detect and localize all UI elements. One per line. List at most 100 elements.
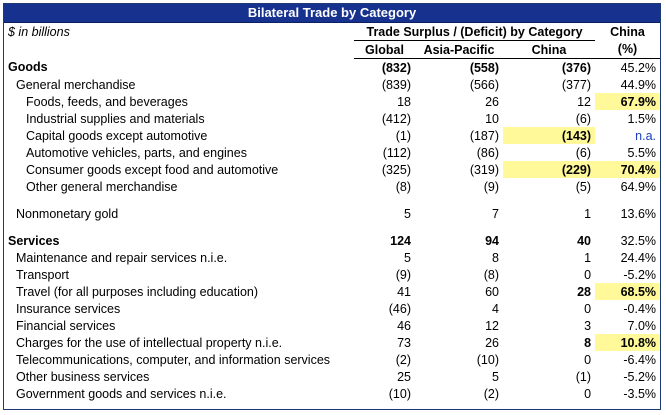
row-label: Other business services [16, 369, 150, 384]
china-share-header-top: China [610, 24, 645, 39]
global-value: 73 [397, 335, 411, 350]
row-label: Industrial supplies and materials [26, 111, 205, 126]
header-row-top: $ in billions Trade Surplus / (Deficit) … [4, 23, 660, 41]
asia-value: (10) [476, 352, 499, 367]
pct-value: 32.5% [620, 233, 657, 248]
pct-value: 1.5% [627, 111, 657, 126]
global-value: (1) [395, 128, 411, 143]
china-value: 1 [584, 206, 592, 221]
pct-value: 5.5% [627, 145, 657, 160]
row-label: General merchandise [16, 77, 136, 92]
china-value: (5) [575, 179, 592, 194]
asia-value: (187) [469, 128, 499, 143]
pct-value: 13.6% [620, 206, 657, 221]
pct-value: -6.4% [623, 352, 657, 367]
row-label: Foods, feeds, and beverages [26, 94, 188, 109]
header-row-columns: Global Asia-Pacific China (%) [4, 40, 661, 59]
row-other-business: Other business services 25 5 (1) -5.2% [4, 368, 660, 385]
pct-value-highlighted: 70.4% [595, 161, 661, 178]
row-travel: Travel (for all purposes including educa… [4, 283, 661, 300]
global-value: (412) [381, 111, 411, 126]
china-value: 0 [584, 386, 592, 401]
row-transport: Transport (9) (8) 0 -5.2% [4, 266, 660, 283]
pct-value: -5.2% [623, 267, 657, 282]
asia-value: 8 [492, 250, 499, 265]
global-value: (839) [381, 77, 411, 92]
china-value: 12 [577, 94, 592, 109]
global-value: 18 [397, 94, 411, 109]
global-value: (832) [381, 60, 411, 75]
row-label: Insurance services [16, 301, 121, 316]
row-label: Telecommunications, computer, and inform… [16, 352, 331, 367]
asia-value: 94 [485, 233, 499, 248]
china-value: 3 [584, 318, 592, 333]
asia-value: (319) [469, 162, 499, 177]
row-nonmonetary-gold: Nonmonetary gold 5 7 1 13.6% [4, 205, 660, 222]
asia-value: (558) [469, 60, 499, 75]
global-value: (112) [382, 145, 411, 160]
asia-value: 10 [485, 111, 499, 126]
china-value: (6) [575, 111, 592, 126]
spacer-row [4, 222, 660, 232]
row-telecom: Telecommunications, computer, and inform… [4, 351, 660, 368]
pct-value-highlighted: 10.8% [595, 334, 661, 351]
china-value: (376) [561, 60, 592, 75]
global-value: 5 [404, 206, 411, 221]
row-label: Transport [16, 267, 70, 282]
global-value: 5 [404, 250, 411, 265]
col-header-china: China [503, 40, 596, 59]
row-financial: Financial services 46 12 3 7.0% [4, 317, 660, 334]
row-label: Services [8, 233, 60, 248]
pct-value: -0.4% [623, 301, 657, 316]
header-blank [4, 41, 354, 59]
row-label: Capital goods except automotive [26, 128, 208, 143]
row-label: Travel (for all purposes including educa… [16, 284, 259, 299]
pct-value-na: n.a. [635, 128, 657, 143]
pct-value: -3.5% [623, 386, 657, 401]
row-maintenance: Maintenance and repair services n.i.e. 5… [4, 249, 660, 266]
row-label: Other general merchandise [26, 179, 178, 194]
global-value: 25 [397, 369, 411, 384]
col-header-asia-pacific: Asia-Pacific [415, 40, 503, 59]
row-label: Charges for the use of intellectual prop… [16, 335, 283, 350]
global-value: 41 [397, 284, 411, 299]
row-foods: Foods, feeds, and beverages 18 26 12 67.… [4, 93, 661, 110]
global-value: (46) [388, 301, 411, 316]
row-general-merchandise: General merchandise (839) (566) (377) 44… [4, 76, 660, 93]
pct-value-highlighted: 68.5% [595, 283, 661, 300]
pct-value: 64.9% [620, 179, 657, 194]
row-automotive: Automotive vehicles, parts, and engines … [4, 144, 660, 161]
global-value: (8) [395, 179, 411, 194]
china-value: (1) [575, 369, 592, 384]
pct-value: -5.2% [623, 369, 657, 384]
china-value: 28 [577, 284, 592, 299]
asia-value: (566) [469, 77, 499, 92]
pct-value-highlighted: 67.9% [595, 93, 661, 110]
asia-value: (2) [483, 386, 499, 401]
table-title: Bilateral Trade by Category [4, 4, 660, 23]
row-consumer-goods: Consumer goods except food and automotiv… [4, 161, 661, 178]
china-value: 40 [577, 233, 592, 248]
asia-value: (86) [476, 145, 499, 160]
units-label: $ in billions [8, 24, 70, 39]
row-label: Financial services [16, 318, 116, 333]
china-value-highlighted: (143) [503, 127, 596, 144]
pct-value: 44.9% [620, 77, 657, 92]
asia-value: 5 [492, 369, 499, 384]
trade-table: $ in billions Trade Surplus / (Deficit) … [4, 23, 661, 402]
row-label: Government goods and services n.i.e. [16, 386, 227, 401]
global-value: (2) [395, 352, 411, 367]
asia-value: 12 [485, 318, 499, 333]
china-value: 0 [584, 301, 592, 316]
china-value: 1 [584, 250, 592, 265]
row-capital-goods: Capital goods except automotive (1) (187… [4, 127, 660, 144]
china-value-highlighted: (229) [503, 161, 596, 178]
row-label: Automotive vehicles, parts, and engines [26, 145, 247, 160]
spacer-row [4, 195, 660, 205]
china-value: (377) [561, 77, 592, 92]
asia-value: (9) [483, 179, 499, 194]
asia-value: 26 [485, 335, 499, 350]
asia-value: (8) [483, 267, 499, 282]
trade-table-panel: Bilateral Trade by Category $ in billion… [3, 3, 661, 410]
row-insurance: Insurance services (46) 4 0 -0.4% [4, 300, 660, 317]
